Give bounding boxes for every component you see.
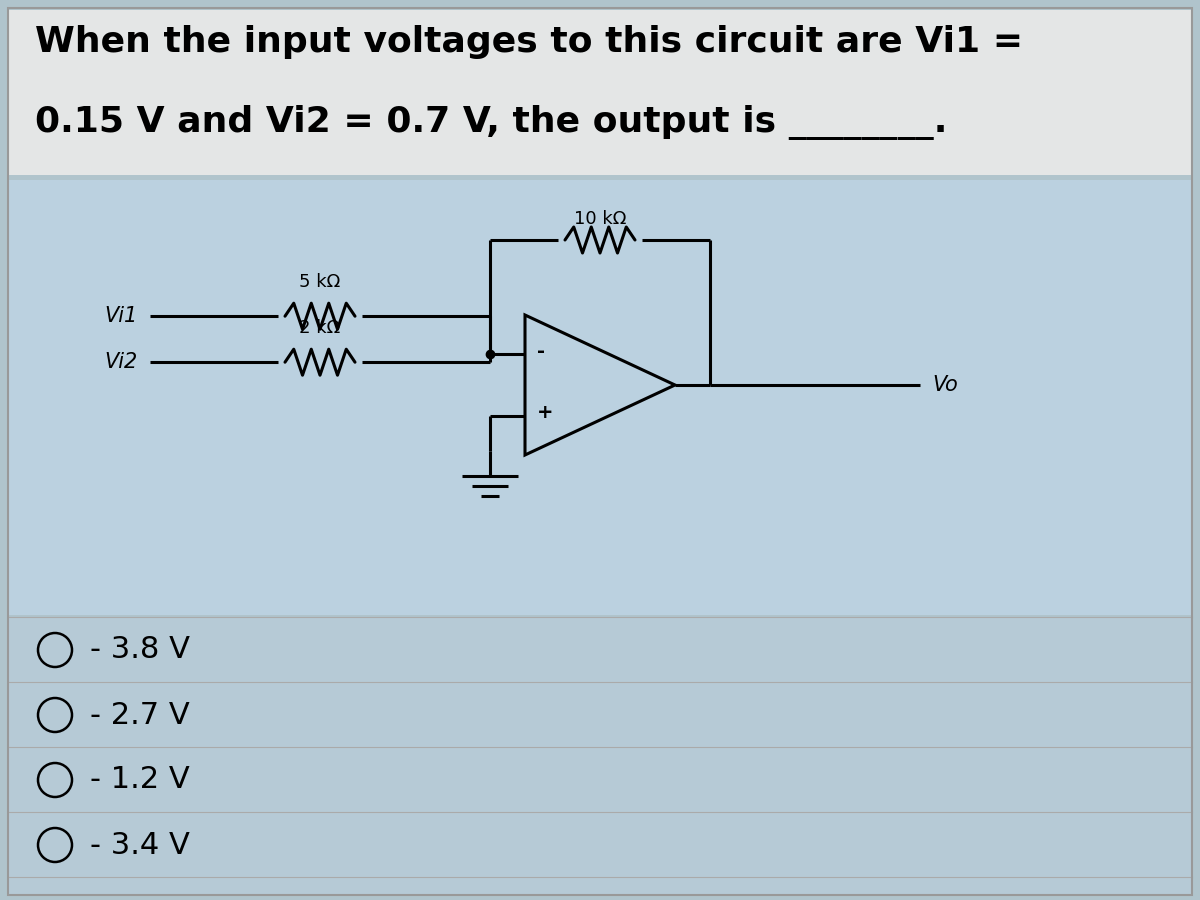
Text: 5 kΩ: 5 kΩ (299, 274, 341, 292)
FancyBboxPatch shape (8, 617, 1192, 895)
Text: 10 kΩ: 10 kΩ (574, 210, 626, 228)
Text: Vi1: Vi1 (104, 306, 138, 326)
Text: Vi2: Vi2 (104, 352, 138, 373)
FancyBboxPatch shape (8, 10, 1192, 175)
Text: Vo: Vo (932, 375, 958, 395)
Text: - 2.7 V: - 2.7 V (90, 700, 190, 730)
Text: -: - (538, 342, 545, 361)
FancyBboxPatch shape (8, 180, 1192, 615)
Text: 0.15 V and Vi2 = 0.7 V, the output is ________.: 0.15 V and Vi2 = 0.7 V, the output is __… (35, 105, 947, 140)
Text: - 3.4 V: - 3.4 V (90, 831, 190, 860)
Text: 2 kΩ: 2 kΩ (299, 320, 341, 338)
Text: - 1.2 V: - 1.2 V (90, 766, 190, 795)
Text: When the input voltages to this circuit are Vi1 =: When the input voltages to this circuit … (35, 25, 1024, 59)
Text: +: + (538, 403, 553, 422)
Text: - 3.8 V: - 3.8 V (90, 635, 190, 664)
